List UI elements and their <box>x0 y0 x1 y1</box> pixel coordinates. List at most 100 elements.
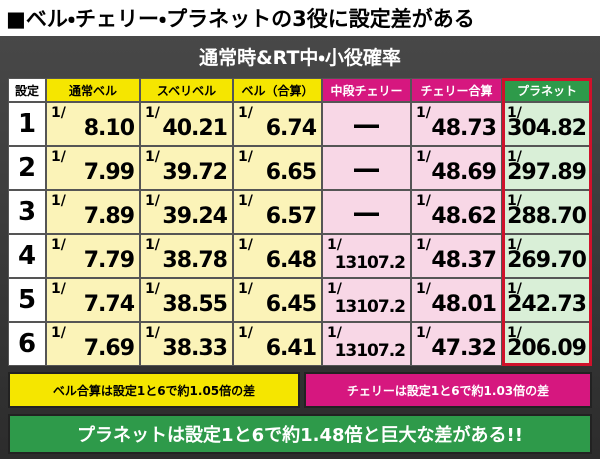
probability-value: 48.73 <box>431 116 497 141</box>
probability-value: 288.70 <box>507 204 587 229</box>
probability-value: 269.70 <box>507 248 587 273</box>
fraction-prefix: 1/ <box>238 325 253 341</box>
setting-cell: 1 <box>8 102 46 146</box>
fraction-prefix: 1/ <box>145 281 160 297</box>
probability-value: 39.24 <box>162 204 228 229</box>
probability-cell: 1/6.41 <box>233 322 322 366</box>
probability-value: 40.21 <box>162 116 228 141</box>
probability-cell: 1/7.89 <box>46 190 140 234</box>
planet-highlight <box>502 78 592 366</box>
probability-cell: 1/288.70 <box>502 190 592 234</box>
fraction-prefix: 1/ <box>51 149 66 165</box>
probability-cell: 1/269.70 <box>502 234 592 278</box>
fraction-prefix: 1/ <box>416 325 431 341</box>
fraction-prefix: 1/ <box>416 281 431 297</box>
probability-cell: 1/8.10 <box>46 102 140 146</box>
fraction-prefix: 1/ <box>51 281 66 297</box>
probability-value: 47.32 <box>431 336 497 361</box>
probability-value: 48.37 <box>431 248 497 273</box>
column-header: 通常ベル <box>46 78 140 102</box>
probability-value: 7.89 <box>83 204 135 229</box>
fraction-prefix: 1/ <box>507 237 522 253</box>
fraction-prefix: 1/ <box>145 325 160 341</box>
probability-value: 38.78 <box>162 248 228 273</box>
probability-cell: 1/7.74 <box>46 278 140 322</box>
setting-cell: 5 <box>8 278 46 322</box>
probability-cell: 1/7.99 <box>46 146 140 190</box>
probability-value: 6.57 <box>265 204 317 229</box>
probability-value: 7.74 <box>83 292 135 317</box>
dash: — <box>352 151 381 185</box>
probability-cell: 1/47.32 <box>411 322 502 366</box>
setting-cell: 2 <box>8 146 46 190</box>
fraction-prefix: 1/ <box>416 105 431 121</box>
probability-value: 297.89 <box>507 160 587 185</box>
probability-cell: 1/304.82 <box>502 102 592 146</box>
probability-value: 7.69 <box>83 336 135 361</box>
setting-cell: 6 <box>8 322 46 366</box>
probability-value: 6.41 <box>265 336 317 361</box>
probability-cell: 1/39.72 <box>140 146 233 190</box>
probability-cell: 1/6.57 <box>233 190 322 234</box>
column-header: スベリベル <box>140 78 233 102</box>
fraction-prefix: 1/ <box>145 193 160 209</box>
fraction-prefix: 1/ <box>238 281 253 297</box>
probability-value: 48.01 <box>431 292 497 317</box>
probability-cell: 1/13107.2 <box>322 322 411 366</box>
probability-value: 206.09 <box>507 336 587 361</box>
probability-cell: 1/38.33 <box>140 322 233 366</box>
probability-value: 48.62 <box>431 204 497 229</box>
probability-value: 7.79 <box>83 248 135 273</box>
probability-cell: 1/48.69 <box>411 146 502 190</box>
probability-value: 13107.2 <box>334 297 406 317</box>
probability-value: 6.48 <box>265 248 317 273</box>
page-title: ■ベル・チェリー・プラネットの3役に設定差がある <box>0 0 600 36</box>
probability-value: 8.10 <box>83 116 135 141</box>
fraction-prefix: 1/ <box>507 149 522 165</box>
fraction-prefix: 1/ <box>327 281 342 297</box>
probability-value: 6.45 <box>265 292 317 317</box>
probability-cell: 1/242.73 <box>502 278 592 322</box>
column-header: ベル（合算） <box>233 78 322 102</box>
probability-value: 39.72 <box>162 160 228 185</box>
cherry-note: チェリーは設定1と6で約1.03倍の差 <box>304 372 592 408</box>
fraction-prefix: 1/ <box>416 193 431 209</box>
fraction-prefix: 1/ <box>507 193 522 209</box>
probability-cell: 1/40.21 <box>140 102 233 146</box>
fraction-prefix: 1/ <box>238 149 253 165</box>
fraction-prefix: 1/ <box>327 237 342 253</box>
column-header: プラネット <box>502 78 592 102</box>
fraction-prefix: 1/ <box>51 105 66 121</box>
bell-note: ベル合算は設定1と6で約1.05倍の差 <box>8 372 300 408</box>
probability-value: 13107.2 <box>334 253 406 273</box>
setting-cell: 3 <box>8 190 46 234</box>
fraction-prefix: 1/ <box>145 105 160 121</box>
probability-cell: 1/39.24 <box>140 190 233 234</box>
probability-cell: 1/13107.2 <box>322 278 411 322</box>
probability-cell: 1/38.55 <box>140 278 233 322</box>
dash: — <box>352 195 381 229</box>
probability-value: 7.99 <box>83 160 135 185</box>
probability-value: 242.73 <box>507 292 587 317</box>
fraction-prefix: 1/ <box>416 149 431 165</box>
probability-cell: 1/6.48 <box>233 234 322 278</box>
probability-cell: 1/13107.2 <box>322 234 411 278</box>
probability-cell: 1/48.73 <box>411 102 502 146</box>
probability-value: 38.33 <box>162 336 228 361</box>
fraction-prefix: 1/ <box>51 237 66 253</box>
probability-value: 38.55 <box>162 292 228 317</box>
probability-cell: 1/48.62 <box>411 190 502 234</box>
probability-cell: — <box>322 190 411 234</box>
probability-cell: 1/6.45 <box>233 278 322 322</box>
probability-value: 6.74 <box>265 116 317 141</box>
fraction-prefix: 1/ <box>145 149 160 165</box>
fraction-prefix: 1/ <box>51 193 66 209</box>
fraction-prefix: 1/ <box>507 105 522 121</box>
fraction-prefix: 1/ <box>416 237 431 253</box>
probability-cell: 1/6.74 <box>233 102 322 146</box>
probability-value: 304.82 <box>507 116 587 141</box>
fraction-prefix: 1/ <box>238 105 253 121</box>
fraction-prefix: 1/ <box>507 281 522 297</box>
probability-value: 6.65 <box>265 160 317 185</box>
